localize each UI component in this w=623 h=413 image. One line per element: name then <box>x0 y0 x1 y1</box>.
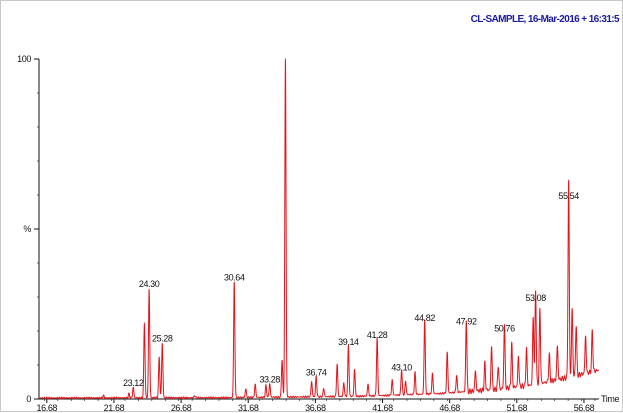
x-tick-label-4: 36.68 <box>305 403 326 413</box>
y-tick-label-0: 0 <box>26 394 31 404</box>
peak-label-16: 36.74 <box>306 368 327 378</box>
axes: 100 % 0 Time <box>17 54 620 404</box>
peak-label-8: 30.64 <box>224 272 245 282</box>
y-tick-label-percent: % <box>23 224 31 234</box>
chromatogram-trace <box>38 58 600 400</box>
peak-label-28: 44.82 <box>414 313 435 323</box>
x-axis-label: Time <box>601 394 619 404</box>
x-tick-label-6: 46.68 <box>439 403 460 413</box>
chart-title: CL-SAMPLE, 16-Mar-2016 + 16:31:5 <box>471 14 620 25</box>
peak-label-23: 41.28 <box>367 330 388 340</box>
x-tick-label-8: 56.68 <box>574 403 595 413</box>
x-tick-label-1: 21.68 <box>104 403 125 413</box>
x-tick-label-0: 16.68 <box>37 403 58 413</box>
x-tick-label-7: 51.68 <box>507 403 528 413</box>
peak-label-46: 55.54 <box>558 191 579 201</box>
y-tick-label-100: 100 <box>17 54 31 64</box>
peak-labels: 23.12 24.30 25.28 30.64 33.28 36.74 39.14 41.28… <box>123 191 580 388</box>
minor-ticks <box>37 92 596 401</box>
x-tick-label-3: 31.68 <box>238 403 259 413</box>
peak-label-42: 53.08 <box>525 293 546 303</box>
peak-label-37: 50.76 <box>494 323 515 333</box>
peak-label-2: 23.12 <box>123 378 144 388</box>
x-tick-label-5: 41.68 <box>372 403 393 413</box>
peak-label-25: 43.10 <box>391 363 412 373</box>
x-tick-label-2: 26.68 <box>171 403 192 413</box>
x-ticks: 16.68 21.68 26.68 31.68 36.68 41.68 46.68 51.68… <box>37 399 595 413</box>
peak-label-12: 33.28 <box>259 374 280 384</box>
peak-label-4: 24.30 <box>139 279 160 289</box>
peak-label-20: 39.14 <box>338 337 359 347</box>
peak-label-32: 47.92 <box>456 317 477 327</box>
peak-label-6: 25.28 <box>152 334 173 344</box>
trace-layer <box>38 58 600 400</box>
